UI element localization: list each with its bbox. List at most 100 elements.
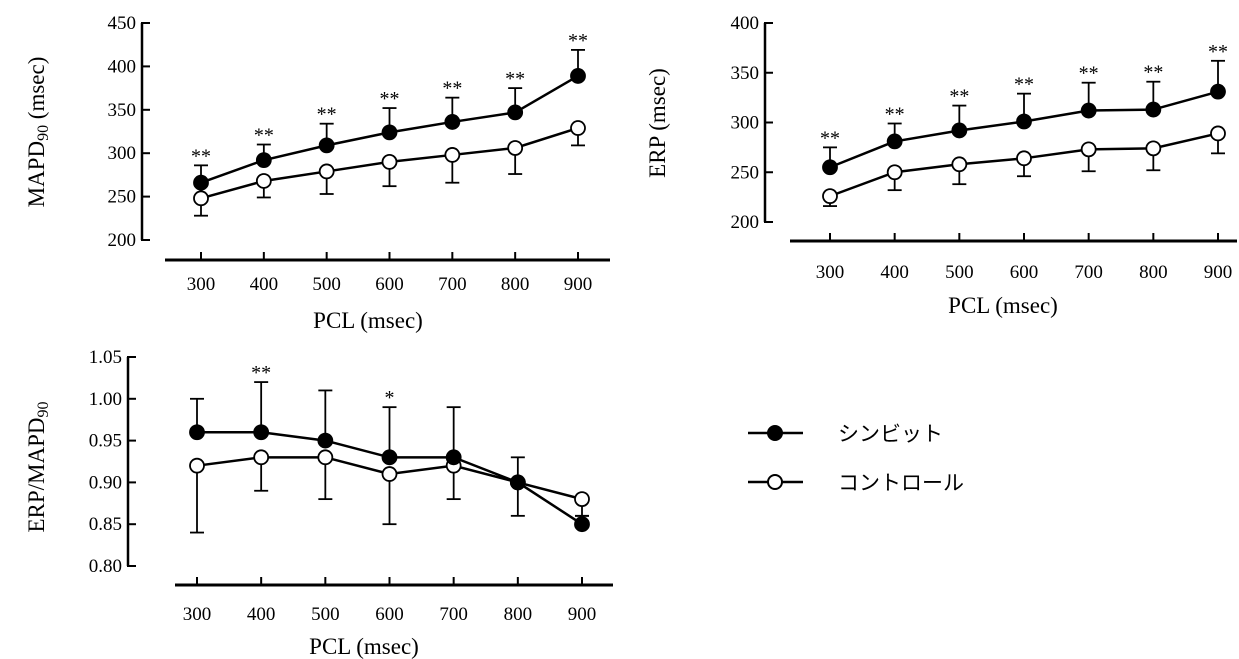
y-axis-title-subscript: 90 — [35, 125, 52, 141]
legend-label-control: コントロール — [838, 471, 964, 495]
data-point-control — [381, 466, 398, 482]
x-tick-label: 700 — [438, 274, 467, 295]
y-tick-label: 0.95 — [89, 431, 122, 452]
data-point-symbit — [509, 474, 526, 491]
data-point-symbit — [507, 104, 524, 121]
legend-item-symbit: シンビット — [748, 422, 943, 446]
legend-marker-open — [767, 474, 783, 490]
x-tick-label: 500 — [945, 262, 974, 283]
significance-marker: ** — [885, 103, 905, 125]
data-point-control — [189, 457, 205, 474]
y-axis-title: ERP (msec) — [645, 68, 670, 178]
significance-marker: ** — [568, 30, 588, 52]
significance-marker: ** — [191, 145, 211, 167]
data-point-symbit — [1210, 83, 1226, 100]
data-point-symbit — [574, 516, 590, 533]
data-point-symbit — [193, 174, 209, 191]
data-point-control — [255, 173, 272, 189]
data-point-symbit — [822, 159, 838, 176]
y-tick-label: 350 — [731, 63, 760, 84]
data-point-control — [886, 164, 903, 181]
data-point-symbit — [318, 137, 335, 154]
x-tick-label: 300 — [183, 604, 212, 625]
chart-erp: 200 250 300 350 400 300 400 500 600 700 800 900 PCL … — [645, 13, 1237, 318]
significance-marker: ** — [505, 68, 525, 90]
y-tick-label: 250 — [731, 162, 760, 183]
significance-marker: ** — [254, 125, 274, 147]
legend-item-control: コントロール — [748, 471, 964, 495]
significance-marker: ** — [949, 86, 969, 108]
y-tick-label: 450 — [108, 13, 137, 34]
x-axis-title: PCL (msec) — [948, 293, 1058, 318]
y-tick-label: 400 — [731, 13, 760, 34]
data-point-symbit — [317, 432, 334, 449]
significance-marker: ** — [251, 362, 271, 384]
y-tick-label: 1.00 — [89, 389, 122, 410]
x-tick-label: 400 — [250, 274, 279, 295]
x-tick-label: 800 — [501, 274, 530, 295]
data-point-control — [381, 153, 398, 170]
significance-marker: ** — [1079, 63, 1099, 85]
y-axis-title-main: ERP (msec) — [645, 68, 670, 178]
data-point-control — [822, 188, 838, 205]
significance-marker: ** — [1143, 62, 1163, 84]
data-point-control — [193, 190, 209, 207]
x-tick-label: 400 — [247, 604, 276, 625]
x-tick-label: 600 — [375, 604, 404, 625]
data-point-symbit — [951, 122, 968, 139]
y-tick-label: 350 — [108, 100, 137, 121]
x-tick-label: 900 — [564, 274, 593, 295]
data-point-control — [444, 147, 461, 163]
data-point-symbit — [570, 68, 586, 84]
x-tick-label: 400 — [880, 262, 909, 283]
x-tick-label: 700 — [439, 604, 468, 625]
significance-marker: * — [385, 387, 395, 409]
significance-marker: ** — [1014, 74, 1034, 96]
data-point-symbit — [381, 124, 398, 141]
data-point-control — [1145, 140, 1162, 157]
y-tick-label: 250 — [108, 187, 137, 208]
x-tick-label: 900 — [568, 604, 597, 625]
x-tick-label: 600 — [375, 274, 404, 295]
y-tick-label: 300 — [731, 113, 760, 134]
y-tick-label: 300 — [108, 143, 137, 164]
x-tick-label: 500 — [311, 604, 340, 625]
x-axis-title: PCL (msec) — [313, 308, 423, 333]
x-tick-label: 800 — [1139, 262, 1168, 283]
x-tick-label: 500 — [312, 274, 341, 295]
y-axis-title-unit: (msec) — [24, 57, 49, 125]
legend: シンビット コントロール — [748, 422, 964, 495]
data-point-symbit — [1080, 102, 1097, 119]
data-point-control — [317, 449, 334, 466]
data-point-control — [318, 163, 335, 180]
y-tick-label: 400 — [108, 56, 137, 77]
x-tick-label: 900 — [1204, 262, 1233, 283]
y-axis-title: MAPD90 (msec) — [24, 57, 52, 208]
data-point-symbit — [255, 152, 272, 169]
legend-label-symbit: シンビット — [838, 422, 943, 446]
y-tick-label: 0.85 — [89, 514, 122, 535]
data-point-control — [253, 449, 270, 466]
data-point-symbit — [253, 424, 270, 441]
y-axis-title: ERP/MAPD90 — [24, 401, 52, 532]
y-tick-label: 1.05 — [89, 347, 122, 368]
y-tick-label: 0.80 — [89, 556, 122, 577]
data-point-control — [570, 120, 586, 136]
chart-erp-mapd90-ratio: 0.80 0.85 0.90 0.95 1.00 1.05 300 400 500 600 700 8… — [24, 347, 613, 659]
x-tick-label: 300 — [187, 274, 216, 295]
data-point-symbit — [1145, 101, 1162, 118]
x-tick-label: 600 — [1010, 262, 1039, 283]
data-point-control — [1016, 150, 1032, 167]
chart-mapd90: 200 250 300 350 400 450 300 400 500 600 700 800 900 P… — [24, 13, 610, 333]
y-axis-title-main: MAPD — [24, 141, 49, 207]
significance-marker: ** — [380, 88, 400, 110]
x-tick-label: 300 — [816, 262, 845, 283]
significance-marker: ** — [317, 104, 337, 126]
significance-marker: ** — [442, 78, 462, 100]
data-point-control — [951, 156, 968, 173]
significance-marker: ** — [1208, 41, 1228, 63]
y-tick-label: 200 — [108, 230, 137, 251]
data-point-control — [1080, 141, 1097, 158]
x-tick-label: 700 — [1074, 262, 1103, 283]
